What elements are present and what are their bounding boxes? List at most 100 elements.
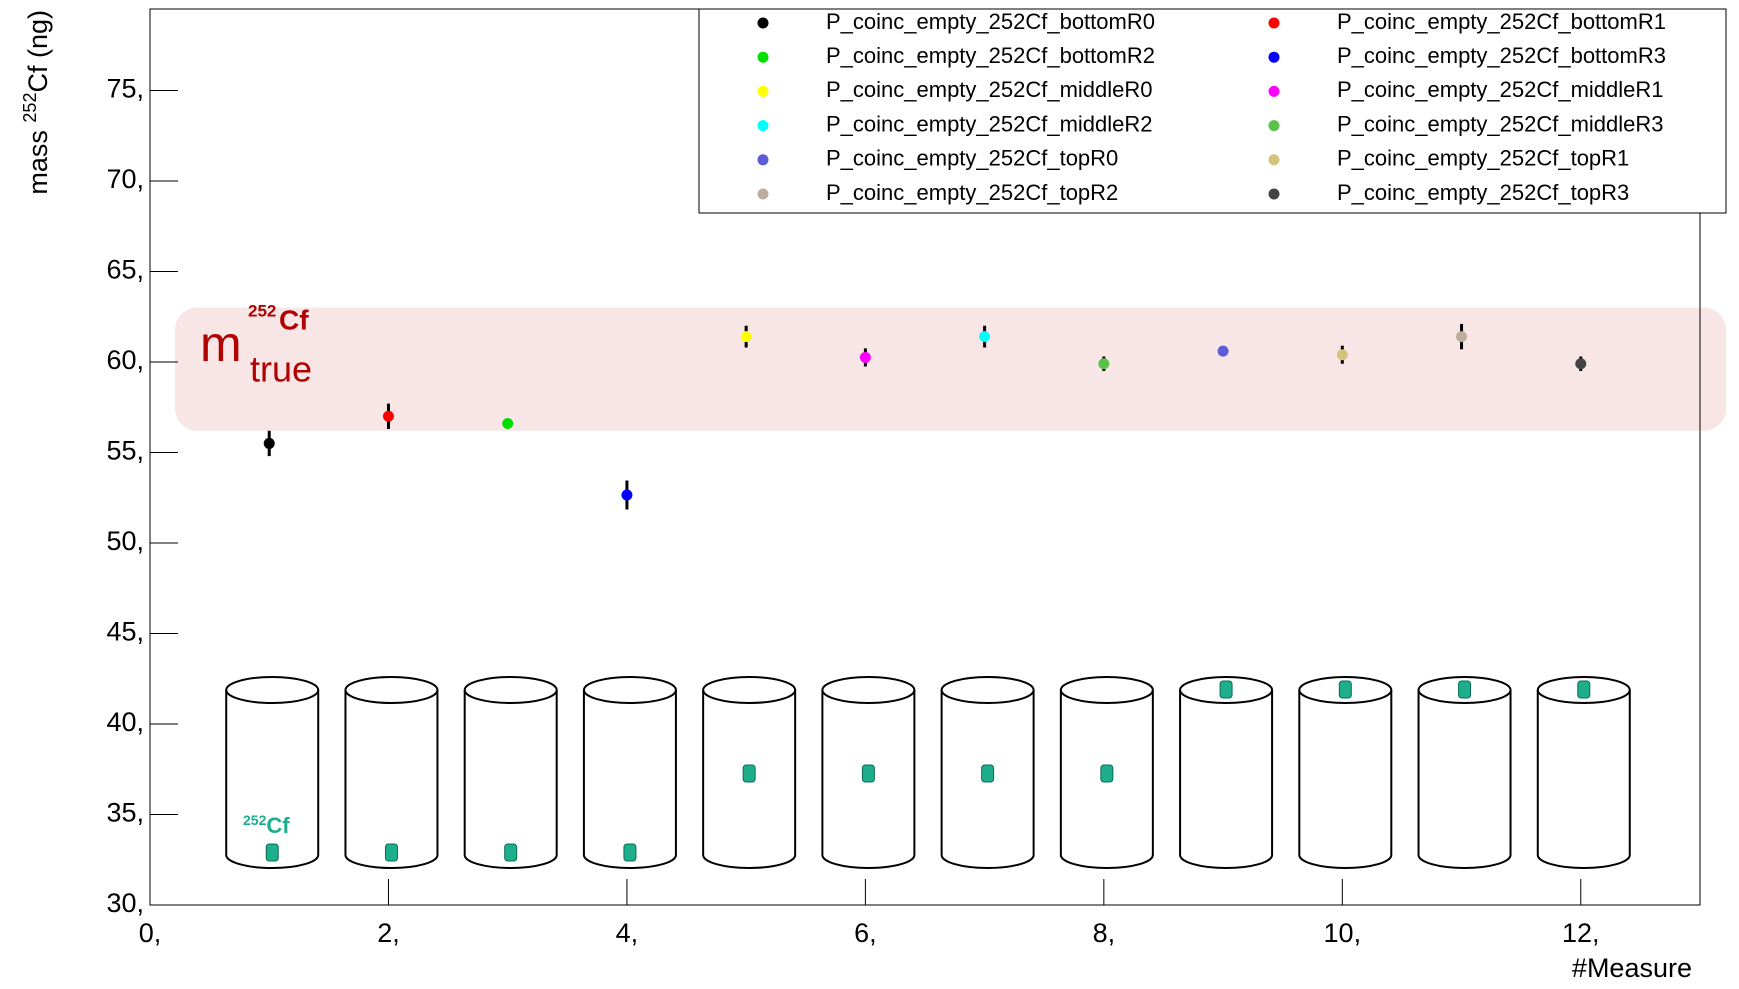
x-tick-label: 0, — [139, 918, 162, 948]
band-label-sup: 252 — [248, 301, 276, 320]
source — [265, 843, 279, 862]
y-axis-label: mass 252Cf (ng) — [20, 10, 53, 195]
cylinder-top — [1059, 676, 1154, 704]
legend-label: P_coinc_empty_252Cf_topR0 — [826, 146, 1118, 171]
y-axis-label-part: Cf (ng) — [23, 10, 53, 93]
legend-marker — [757, 51, 769, 63]
cylinder-top — [463, 676, 558, 704]
source — [1100, 764, 1114, 783]
y-tick-label: 45, — [106, 617, 144, 647]
cylinder-top — [344, 676, 439, 704]
data-point — [859, 351, 871, 363]
y-tick-label: 70, — [106, 164, 144, 194]
legend-marker — [1268, 51, 1280, 63]
source — [861, 764, 875, 783]
x-tick-label: 6, — [854, 918, 877, 948]
band-label-m: m — [200, 316, 242, 372]
true-mass-band — [175, 307, 1726, 431]
y-axis-label-part: mass — [23, 123, 53, 195]
legend-label: P_coinc_empty_252Cf_middleR1 — [1337, 77, 1664, 102]
legend-label: P_coinc_empty_252Cf_bottomR1 — [1337, 9, 1666, 34]
cylinder-top — [940, 676, 1035, 704]
legend-box — [698, 8, 1727, 214]
y-axis-label-sup: 252 — [20, 93, 40, 123]
legend-label: P_coinc_empty_252Cf_topR2 — [826, 180, 1118, 205]
x-tick-label: 12, — [1562, 918, 1600, 948]
source — [1219, 680, 1233, 699]
x-tick-label: 8, — [1093, 918, 1116, 948]
data-point — [382, 410, 394, 422]
cylinder-top — [821, 676, 916, 704]
data-point — [1217, 345, 1229, 357]
cylinder — [940, 690, 1035, 870]
legend-label: P_coinc_empty_252Cf_bottomR3 — [1337, 43, 1666, 68]
cylinder-top — [582, 676, 677, 704]
legend-label: P_coinc_empty_252Cf_bottomR0 — [826, 9, 1155, 34]
source — [1577, 680, 1591, 699]
data-point — [263, 437, 275, 449]
legend-marker — [757, 17, 769, 29]
source — [1338, 680, 1352, 699]
source-label-main: Cf — [266, 813, 290, 838]
source — [384, 843, 398, 862]
cylinder — [1059, 690, 1154, 869]
legend-marker — [1268, 188, 1280, 200]
source — [742, 764, 756, 783]
data-point — [979, 331, 991, 343]
x-tick-label: 4, — [616, 918, 639, 948]
cylinder — [463, 690, 558, 869]
y-tick-label: 30, — [106, 888, 144, 918]
legend-marker — [1268, 17, 1280, 29]
y-tick-label: 40, — [106, 707, 144, 737]
y-tick-label: 65, — [106, 255, 144, 285]
cylinder-top — [702, 676, 797, 704]
cylinder — [1298, 690, 1393, 869]
x-tick-label: 2, — [377, 918, 400, 948]
x-axis-label: #Measure — [1572, 953, 1692, 983]
legend-label: P_coinc_empty_252Cf_topR3 — [1337, 180, 1629, 205]
cylinder — [582, 690, 677, 869]
legend-marker — [757, 154, 769, 166]
legend-marker — [1268, 85, 1280, 97]
data-point — [1336, 349, 1348, 361]
cylinder-top — [1298, 676, 1393, 704]
y-tick-label: 35, — [106, 798, 144, 828]
source — [981, 764, 995, 783]
y-tick-label: 75, — [106, 74, 144, 104]
cylinder — [702, 690, 797, 869]
cylinder-top — [1417, 676, 1512, 704]
source — [504, 843, 518, 862]
legend-label: P_coinc_empty_252Cf_bottomR2 — [826, 43, 1155, 68]
cylinder — [1179, 690, 1274, 869]
cylinder — [1417, 690, 1512, 869]
legend-label: P_coinc_empty_252Cf_topR1 — [1337, 146, 1629, 171]
cylinder — [225, 690, 320, 869]
band-label-cf: Cf — [279, 304, 309, 335]
data-point — [1575, 358, 1587, 370]
cylinder — [1536, 690, 1631, 869]
cylinder-top — [1179, 676, 1274, 704]
legend-marker — [1268, 120, 1280, 132]
source — [1458, 680, 1472, 699]
legend-marker — [757, 188, 769, 200]
legend-marker — [757, 120, 769, 132]
cylinder-top — [1536, 676, 1631, 704]
source — [623, 843, 637, 862]
y-tick-label: 50, — [106, 526, 144, 556]
source-label-sup: 252 — [243, 812, 267, 828]
band-label-sub: true — [250, 349, 312, 390]
x-tick-label: 10, — [1324, 918, 1362, 948]
cylinder — [821, 690, 916, 869]
data-point — [740, 331, 752, 343]
cylinder-top — [225, 676, 320, 704]
data-point — [621, 489, 633, 501]
legend-label: P_coinc_empty_252Cf_middleR0 — [826, 77, 1153, 102]
y-tick-label: 60, — [106, 345, 144, 375]
legend-label: P_coinc_empty_252Cf_middleR3 — [1337, 111, 1664, 136]
legend-marker — [757, 85, 769, 97]
legend-label: P_coinc_empty_252Cf_middleR2 — [826, 111, 1153, 136]
cylinder — [344, 690, 439, 869]
data-point — [502, 418, 514, 430]
